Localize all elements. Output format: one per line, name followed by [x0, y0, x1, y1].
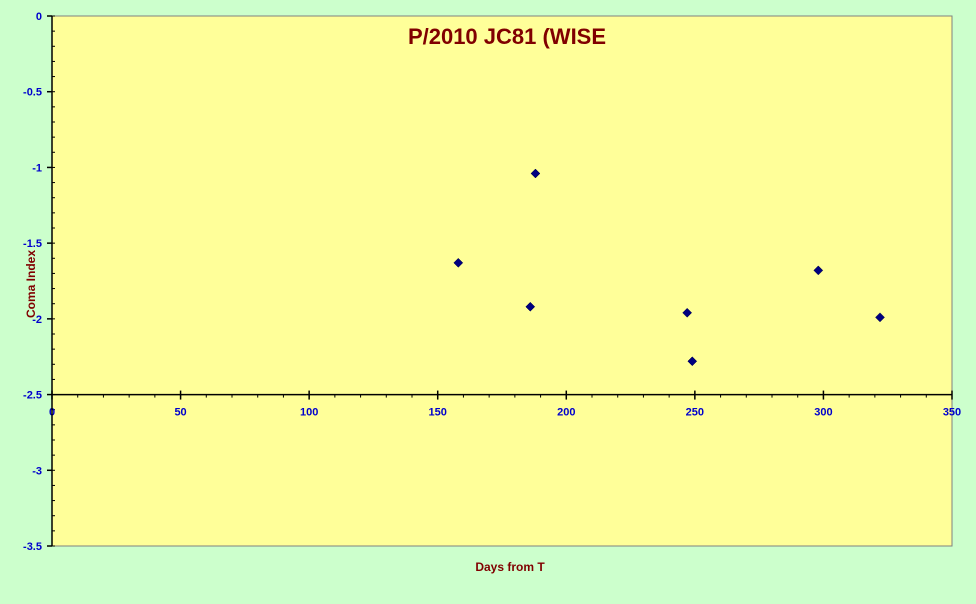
- y-tick-label: -2: [32, 314, 42, 326]
- y-tick-label: -1.5: [23, 238, 42, 250]
- x-tick-label: 200: [557, 407, 575, 419]
- x-tick-label: 300: [814, 407, 832, 419]
- data-point: [682, 307, 692, 318]
- data-point: [875, 312, 885, 323]
- data-point: [525, 301, 536, 312]
- x-tick-label: 150: [429, 407, 447, 419]
- y-tick-label: -3.5: [23, 541, 42, 553]
- data-point: [813, 265, 824, 276]
- y-tick-label: 0: [36, 11, 42, 23]
- x-axis-title: Days from T: [475, 560, 545, 574]
- chart-title: P/2010 JC81 (WISE: [408, 24, 606, 49]
- y-tick-label: -3: [32, 465, 42, 477]
- data-point: [530, 168, 541, 179]
- plot-area: [51, 15, 953, 547]
- x-tick-label: 50: [174, 407, 186, 419]
- y-axis-title: Coma Index: [24, 250, 38, 318]
- y-tick-label: -2.5: [23, 390, 42, 402]
- y-axis-ticks: 0 -0.5 -1 -1.5 -2 -2.5 -3 -3.5: [23, 11, 52, 553]
- y-tick-label: -1: [32, 162, 42, 174]
- data-point: [453, 257, 464, 268]
- y-tick-label: -0.5: [23, 87, 42, 99]
- x-tick-label: 100: [300, 407, 318, 419]
- x-tick-label: 250: [686, 407, 704, 419]
- data-points: [453, 168, 885, 367]
- data-point: [687, 356, 698, 367]
- x-tick-label: 350: [943, 407, 961, 419]
